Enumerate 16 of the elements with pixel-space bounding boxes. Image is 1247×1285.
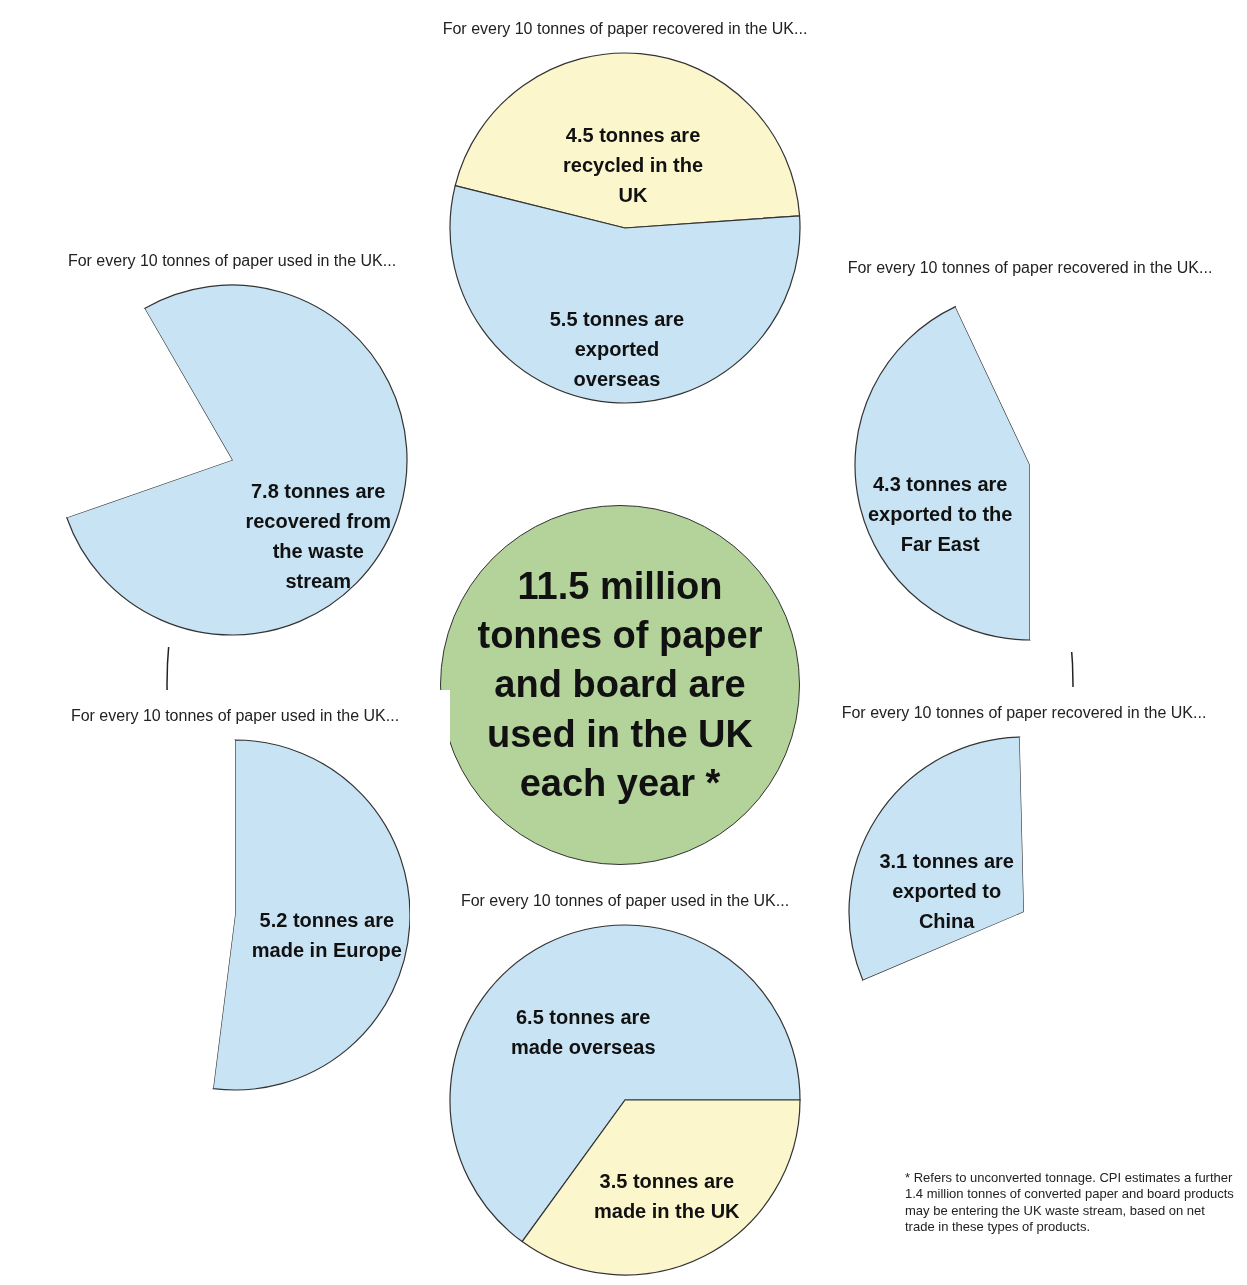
slice-label: 7.8 tonnes are recovered from the waste stream [245,480,392,593]
chart-title: For every 10 tonnes of paper used in the UK... [70,706,400,724]
text: 11.5 million tonnes of paper and board are used in the UK each year * [440,505,800,865]
text: * Refers to unconverted tonnage. CPI estimates a further 1.4 million tonnes of converted paper and board products may be entering the UK waste stream, based on net trade in these types of products. [905,1170,1235,1235]
slice-label: 3.1 tonnes are exported to China [879,850,1014,933]
slice-label: 6.5 tonnes are made overseas [510,1006,656,1059]
chart-title: For every 10 tonnes of paper used in the UK... [460,891,790,909]
slice-label: 3.5 tonnes are made in the UK [593,1169,741,1222]
chart-title: For every 10 tonnes of paper recovered in the UK... [442,19,808,37]
chart-title: For every 10 tonnes of paper recovered in the UK... [847,259,1213,276]
chart-title: For every 10 tonnes of paper recovered in the UK... [841,703,1207,721]
slice-label: 5.5 tonnes are exported overseas [549,307,685,390]
slice-label: 5.2 tonnes are made in Europe [251,908,402,961]
slice-label: 4.3 tonnes are exported to the Far East [867,473,1013,556]
slice-label: 4.5 tonnes are recycled in the UK [562,124,704,207]
chart-title: For every 10 tonnes of paper used in the UK... [67,251,397,269]
